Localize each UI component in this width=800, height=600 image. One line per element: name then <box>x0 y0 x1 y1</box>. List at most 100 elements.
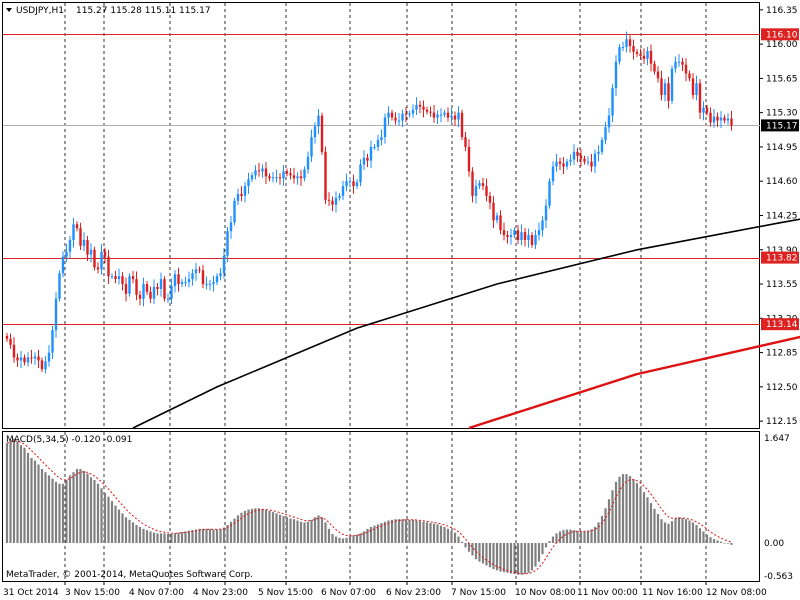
macd-bar <box>254 508 257 543</box>
macd-bar <box>453 532 457 543</box>
macd-bar <box>268 510 271 543</box>
candle-body <box>702 107 705 113</box>
candle-body <box>75 224 79 229</box>
candle-body <box>499 215 502 231</box>
macd-axis-zero: 0.00 <box>764 539 784 549</box>
macd-bar <box>149 531 152 543</box>
macd-bar <box>618 476 621 543</box>
candle-body <box>250 175 254 180</box>
candle-body <box>177 274 180 285</box>
macd-bar <box>275 513 278 543</box>
price-tags: 116.10 113.82 113.14 115.17 <box>761 28 799 331</box>
macd-bar <box>261 508 264 543</box>
candle-body <box>93 249 96 268</box>
macd-bar <box>264 509 268 543</box>
time-label: 4 Nov 07:00 <box>129 588 184 598</box>
candle-body <box>541 220 544 231</box>
candle-body <box>611 88 614 116</box>
macd-bar <box>695 524 698 543</box>
macd-bar <box>429 523 432 543</box>
macd-bar <box>488 543 492 568</box>
chart-menu-triangle-icon[interactable] <box>6 8 12 12</box>
macd-bar <box>75 468 79 543</box>
macd-bar <box>422 521 425 543</box>
candle-body <box>394 117 397 121</box>
candle-body <box>726 118 730 121</box>
macd-bar <box>642 492 646 543</box>
macd-bar <box>502 543 506 573</box>
macd-bar <box>159 533 163 543</box>
candle-body <box>635 51 639 54</box>
macd-bar <box>201 528 205 543</box>
macd-bar <box>348 536 352 543</box>
ohlc-values: 115.27 115.28 115.11 115.17 <box>76 6 211 16</box>
macd-bar <box>86 473 89 543</box>
macd-bar <box>481 543 485 564</box>
macd-bar <box>677 517 681 543</box>
candle-body <box>282 171 285 179</box>
macd-bar <box>705 534 709 543</box>
macd-bar <box>376 524 380 543</box>
time-label: 3 Nov 15:00 <box>65 588 120 598</box>
macd-bar <box>184 531 187 543</box>
price-label: 113.90 <box>766 246 798 256</box>
candle-body <box>551 166 555 182</box>
macd-bar <box>51 478 54 543</box>
macd-bar <box>611 490 614 543</box>
macd-bar <box>366 528 369 543</box>
macd-bar <box>373 525 376 543</box>
macd-bar <box>635 483 639 543</box>
candle-body <box>555 161 558 167</box>
candle-body <box>660 78 663 96</box>
candle-body <box>215 276 219 283</box>
macd-bar <box>142 528 145 543</box>
macd-bar <box>548 541 551 543</box>
candle-body <box>222 255 226 274</box>
candle-body <box>614 61 618 89</box>
candle-body <box>453 115 457 120</box>
macd-bar <box>394 519 397 543</box>
candle-body <box>485 186 488 196</box>
candle-body <box>688 73 691 79</box>
price-tag <box>761 318 799 331</box>
macd-bar <box>233 518 236 543</box>
candle-body <box>180 282 184 285</box>
candle-body <box>646 50 649 59</box>
macd-bar <box>236 515 240 543</box>
macd-bar <box>530 543 534 571</box>
candle-body <box>40 360 44 370</box>
macd-bar <box>96 483 100 543</box>
candle-body <box>135 279 138 295</box>
candle-body <box>86 239 89 255</box>
candle-body <box>649 50 653 64</box>
candle-body <box>327 199 331 201</box>
horizontal-lines[interactable] <box>3 34 760 325</box>
candle-body <box>5 335 9 339</box>
candle-body <box>23 357 26 363</box>
candle-body <box>716 116 719 121</box>
price-label: 114.60 <box>766 177 798 187</box>
main-chart-area[interactable] <box>2 2 760 429</box>
macd-bar <box>128 519 131 543</box>
candle-body <box>460 112 464 138</box>
candle-body <box>201 270 205 285</box>
macd-bar <box>614 481 618 543</box>
macd-bar <box>439 525 443 543</box>
time-label: 4 Nov 23:00 <box>193 588 248 598</box>
candle-body <box>100 251 103 270</box>
macd-bar <box>586 530 590 543</box>
candle-body <box>481 183 485 187</box>
candle-body <box>415 104 418 110</box>
macd-histogram <box>5 438 733 575</box>
candle-body <box>478 183 481 187</box>
price-tag <box>761 28 799 41</box>
candle-body <box>642 55 646 59</box>
candle-body <box>79 228 82 246</box>
candle-body <box>628 39 632 47</box>
candle-body <box>149 291 152 299</box>
macd-bar <box>460 541 464 543</box>
macd-bar <box>152 532 156 543</box>
candle-body <box>639 53 642 56</box>
macd-bar <box>600 515 604 543</box>
